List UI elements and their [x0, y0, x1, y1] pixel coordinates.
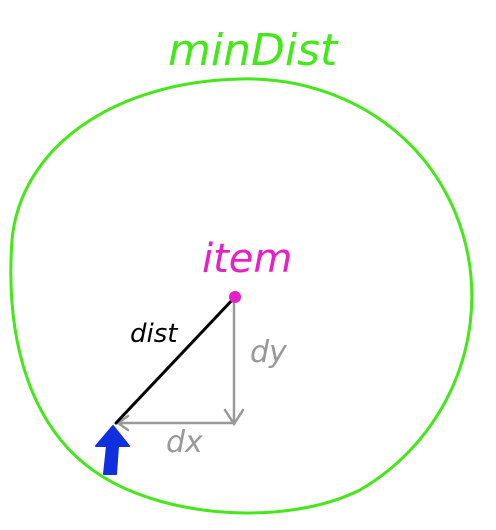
dist-line: [114, 295, 237, 425]
arrow-icon: [95, 425, 130, 475]
item-label: item: [202, 236, 292, 282]
item-point: [229, 291, 241, 303]
dx-label: dx: [166, 425, 203, 460]
dy-label: dy: [250, 335, 288, 370]
dist-label: dist: [130, 319, 178, 349]
min-dist-label: minDist: [168, 25, 339, 76]
min-dist-circle: [9, 77, 474, 515]
